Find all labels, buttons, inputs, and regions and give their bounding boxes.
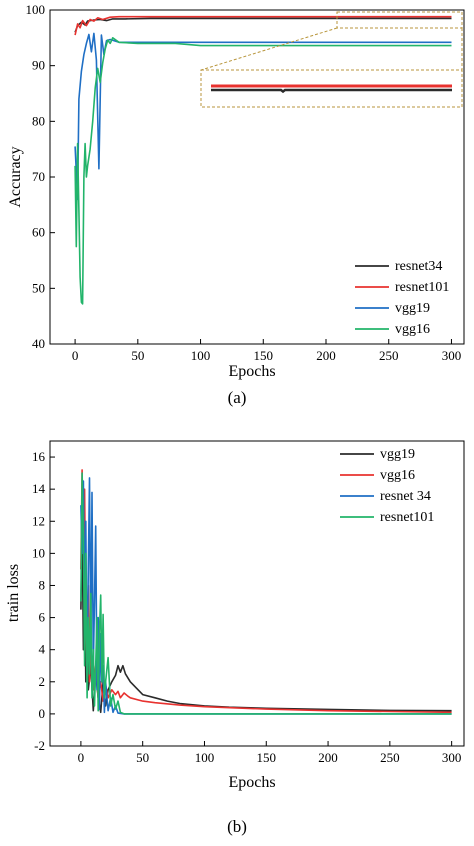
accuracy-series-lines <box>74 15 452 305</box>
y-tick-label: 8 <box>39 577 46 592</box>
x-tick-label: 300 <box>442 750 462 765</box>
x-tick-label: 250 <box>379 348 399 363</box>
series-line-vgg16 <box>74 36 452 305</box>
series-line-vgg19 <box>74 32 452 201</box>
x-tick-label: 200 <box>316 348 336 363</box>
x-tick-label: 300 <box>442 348 462 363</box>
zoom-source-box <box>336 11 463 29</box>
y-tick-label: 16 <box>32 449 46 464</box>
accuracy-zoom-inset <box>200 11 463 108</box>
legend-label-resnet34: resnet34 <box>395 259 442 274</box>
zoom-inset-box <box>200 69 463 108</box>
series-line-resnet34 <box>74 17 452 33</box>
y-tick-label: 60 <box>32 225 45 240</box>
panel-b-caption: (b) <box>227 817 247 836</box>
accuracy-y-ticks: 40 50 60 70 80 90 100 <box>26 2 55 351</box>
train-loss-x-axis-label: Epochs <box>228 774 275 791</box>
train-loss-series-lines <box>80 469 452 715</box>
series-line-vgg16 <box>80 469 452 714</box>
zoom-connector <box>200 27 338 71</box>
accuracy-y-axis-label: Accuracy <box>7 146 24 207</box>
y-tick-label: 90 <box>32 58 45 73</box>
zoom-series-resnet34 <box>211 88 452 94</box>
y-tick-label: 100 <box>26 2 46 17</box>
x-tick-label: 0 <box>72 348 79 363</box>
legend-label-resnet101: resnet101 <box>395 280 449 295</box>
accuracy-x-axis-label: Epochs <box>228 363 275 380</box>
legend-label-resnet101: resnet101 <box>380 510 434 525</box>
y-tick-label: 0 <box>39 706 46 721</box>
x-tick-label: 200 <box>318 750 338 765</box>
legend-label-vgg16: vgg16 <box>395 322 430 337</box>
x-tick-label: 50 <box>136 750 149 765</box>
series-line-resnet101 <box>74 15 452 36</box>
y-tick-label: 40 <box>32 336 45 351</box>
accuracy-chart: 40 50 60 70 80 90 100 0 50 100 150 200 250 300 resne… <box>7 2 465 407</box>
x-tick-label: 150 <box>254 348 274 363</box>
train-loss-y-axis-label: train loss <box>5 564 22 622</box>
y-tick-label: 4 <box>39 642 46 657</box>
legend-label-resnet-34: resnet 34 <box>380 489 431 504</box>
train-loss-legend: vgg19 vgg16 resnet 34 resnet101 <box>340 447 434 525</box>
y-tick-label: 6 <box>39 610 46 625</box>
x-tick-label: 50 <box>131 348 144 363</box>
accuracy-legend: resnet34 resnet101 vgg19 vgg16 <box>355 259 449 337</box>
y-tick-label: -2 <box>34 738 45 753</box>
train-loss-x-ticks: 0 50 100 150 200 250 300 <box>78 741 462 765</box>
y-tick-label: 70 <box>32 169 45 184</box>
x-tick-label: 150 <box>257 750 277 765</box>
panel-a-caption: (a) <box>228 388 247 407</box>
y-tick-label: 10 <box>32 545 45 560</box>
y-tick-label: 50 <box>32 280 45 295</box>
accuracy-x-ticks: 0 50 100 150 200 250 300 <box>72 339 461 363</box>
train-loss-y-ticks: -2 0 2 4 6 8 10 12 14 16 <box>32 449 55 753</box>
x-tick-label: 0 <box>78 750 85 765</box>
y-tick-label: 14 <box>32 481 46 496</box>
train-loss-chart: -2 0 2 4 6 8 10 12 14 16 0 50 100 150 200 250 300 vgg19… <box>5 440 465 836</box>
series-line-resnet101 <box>80 472 452 715</box>
legend-label-vgg19: vgg19 <box>395 301 430 316</box>
x-tick-label: 250 <box>380 750 400 765</box>
train-loss-plot-frame <box>49 440 465 747</box>
y-tick-label: 12 <box>32 513 45 528</box>
x-tick-label: 100 <box>195 750 215 765</box>
legend-label-vgg16: vgg16 <box>380 468 415 483</box>
x-tick-label: 100 <box>191 348 211 363</box>
series-line-vgg19 <box>80 520 452 714</box>
legend-label-vgg19: vgg19 <box>380 447 415 462</box>
y-tick-label: 80 <box>32 113 45 128</box>
y-tick-label: 2 <box>39 674 46 689</box>
